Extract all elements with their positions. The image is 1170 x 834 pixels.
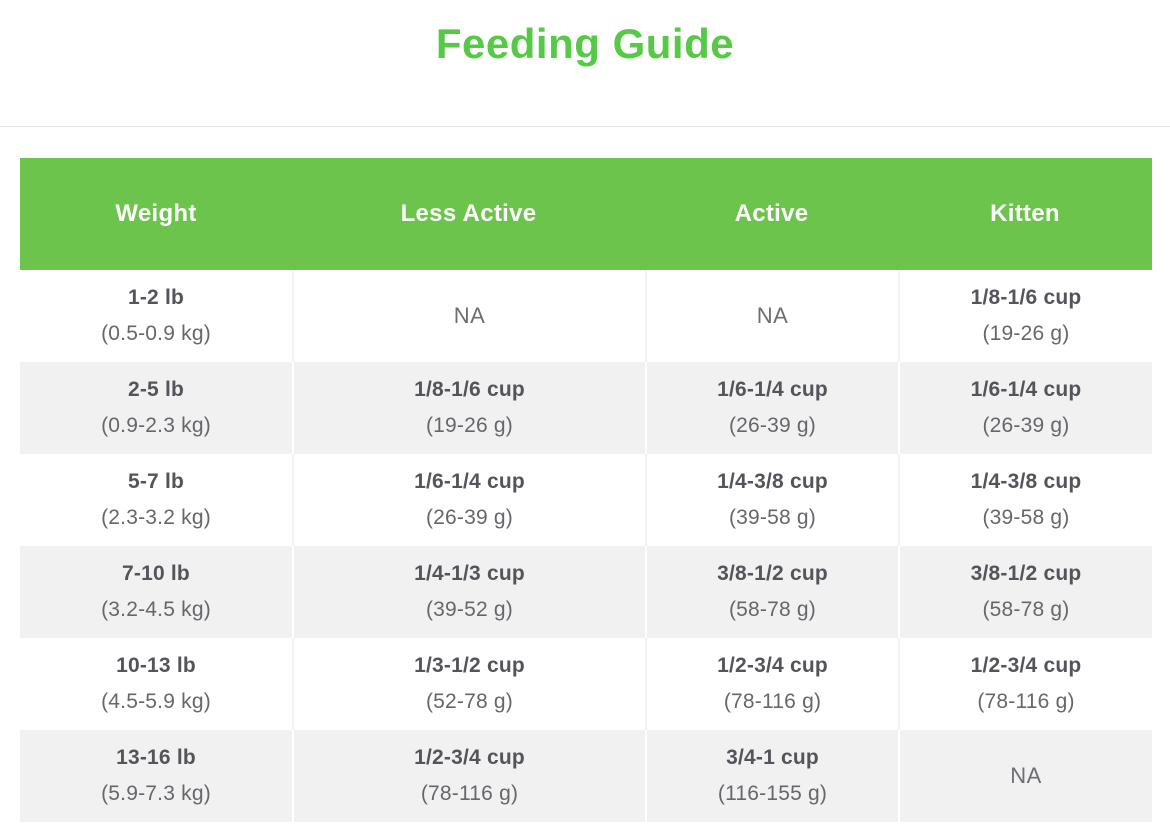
table-cell: 7-10 lb (3.2-4.5 kg) bbox=[20, 546, 292, 638]
cell-amount: 1/2-3/4 cup bbox=[717, 654, 828, 677]
cell-amount: 3/8-1/2 cup bbox=[970, 562, 1082, 585]
table-cell: 1/2-3/4 cup (78-116 g) bbox=[898, 638, 1152, 730]
cell-metric: (19-26 g) bbox=[425, 414, 513, 437]
table-cell: 3/8-1/2 cup (58-78 g) bbox=[898, 546, 1152, 638]
table-cell: 1-2 lb (0.5-0.9 kg) bbox=[20, 270, 292, 362]
table-cell: 13-16 lb (5.9-7.3 kg) bbox=[20, 730, 292, 822]
title-divider bbox=[0, 126, 1170, 127]
cell-metric: (2.3-3.2 kg) bbox=[101, 506, 211, 529]
table-cell: NA bbox=[645, 270, 898, 362]
table-cell: 2-5 lb (0.9-2.3 kg) bbox=[20, 362, 292, 454]
table-cell: 1/6-1/4 cup (26-39 g) bbox=[292, 454, 645, 546]
cell-metric: (116-155 g) bbox=[717, 782, 828, 805]
cell-metric: (39-58 g) bbox=[728, 506, 816, 529]
header-cell-less-active: Less Active bbox=[400, 200, 537, 227]
cell-amount: 1/8-1/6 cup bbox=[970, 286, 1082, 309]
table-row: 5-7 lb (2.3-3.2 kg) 1/6-1/4 cup (26-39 g) 1/… bbox=[20, 454, 1152, 546]
cell-metric: (0.9-2.3 kg) bbox=[101, 414, 211, 437]
cell-amount: 1/4-3/8 cup bbox=[717, 470, 828, 493]
cell-amount: 1/6-1/4 cup bbox=[414, 470, 525, 493]
table-row: 10-13 lb (4.5-5.9 kg) 1/3-1/2 cup (52-78 g)… bbox=[20, 638, 1152, 730]
cell-metric: (78-116 g) bbox=[723, 690, 822, 713]
table-cell: 3/8-1/2 cup (58-78 g) bbox=[645, 546, 898, 638]
table-cell: NA bbox=[898, 730, 1152, 822]
cell-amount: 5-7 lb bbox=[127, 470, 185, 493]
table-body: 1-2 lb (0.5-0.9 kg) NA NA 1/8-1/6 cup (19-26 … bbox=[20, 270, 1152, 822]
cell-amount: 1/8-1/6 cup bbox=[414, 378, 525, 401]
cell-amount: 2-5 lb bbox=[127, 378, 185, 401]
cell-metric: (78-116 g) bbox=[977, 690, 1075, 713]
cell-metric: (78-116 g) bbox=[420, 782, 519, 805]
cell-amount: 7-10 lb bbox=[122, 562, 190, 585]
cell-metric: (0.5-0.9 kg) bbox=[101, 322, 211, 345]
cell-metric: (58-78 g) bbox=[728, 598, 816, 621]
na-value: NA bbox=[756, 303, 789, 328]
table-row: 7-10 lb (3.2-4.5 kg) 1/4-1/3 cup (39-52 g) 3… bbox=[20, 546, 1152, 638]
table-cell: 1/2-3/4 cup (78-116 g) bbox=[645, 638, 898, 730]
cell-amount: 3/8-1/2 cup bbox=[717, 562, 828, 585]
cell-metric: (52-78 g) bbox=[425, 690, 513, 713]
na-value: NA bbox=[453, 303, 486, 328]
cell-metric: (19-26 g) bbox=[982, 322, 1070, 345]
header-cell-kitten: Kitten bbox=[990, 200, 1060, 227]
table-cell: 10-13 lb (4.5-5.9 kg) bbox=[20, 638, 292, 730]
table-row: 2-5 lb (0.9-2.3 kg) 1/8-1/6 cup (19-26 g) 1/… bbox=[20, 362, 1152, 454]
feeding-guide-table: Weight Less Active Active Kitten 1-2 lb (… bbox=[20, 158, 1152, 822]
cell-amount: 1/2-3/4 cup bbox=[414, 746, 525, 769]
cell-amount: 1-2 lb bbox=[127, 286, 185, 309]
table-cell: 1/8-1/6 cup (19-26 g) bbox=[292, 362, 645, 454]
table-row: 13-16 lb (5.9-7.3 kg) 1/2-3/4 cup (78-116 g… bbox=[20, 730, 1152, 822]
cell-metric: (39-58 g) bbox=[982, 506, 1070, 529]
table-cell: 1/6-1/4 cup (26-39 g) bbox=[898, 362, 1152, 454]
header-cell-weight: Weight bbox=[115, 200, 197, 227]
cell-amount: 1/3-1/2 cup bbox=[414, 654, 525, 677]
cell-metric: (26-39 g) bbox=[982, 414, 1070, 437]
cell-metric: (26-39 g) bbox=[425, 506, 513, 529]
table-header-row: Weight Less Active Active Kitten bbox=[20, 158, 1152, 270]
table-cell: 1/8-1/6 cup (19-26 g) bbox=[898, 270, 1152, 362]
table-cell: 1/2-3/4 cup (78-116 g) bbox=[292, 730, 645, 822]
cell-metric: (26-39 g) bbox=[728, 414, 816, 437]
cell-metric: (5.9-7.3 kg) bbox=[101, 782, 211, 805]
table-cell: 1/4-1/3 cup (39-52 g) bbox=[292, 546, 645, 638]
table-cell: 1/3-1/2 cup (52-78 g) bbox=[292, 638, 645, 730]
cell-amount: 1/4-3/8 cup bbox=[970, 470, 1082, 493]
table-cell: NA bbox=[292, 270, 645, 362]
table-cell: 1/4-3/8 cup (39-58 g) bbox=[898, 454, 1152, 546]
cell-amount: 1/2-3/4 cup bbox=[970, 654, 1082, 677]
cell-amount: 3/4-1 cup bbox=[726, 746, 819, 769]
page-title: Feeding Guide bbox=[435, 20, 735, 67]
cell-amount: 1/6-1/4 cup bbox=[970, 378, 1082, 401]
cell-amount: 10-13 lb bbox=[116, 654, 196, 677]
cell-metric: (39-52 g) bbox=[425, 598, 513, 621]
table-cell: 1/6-1/4 cup (26-39 g) bbox=[645, 362, 898, 454]
cell-amount: 1/6-1/4 cup bbox=[717, 378, 828, 401]
table-cell: 5-7 lb (2.3-3.2 kg) bbox=[20, 454, 292, 546]
cell-metric: (3.2-4.5 kg) bbox=[101, 598, 211, 621]
cell-metric: (4.5-5.9 kg) bbox=[101, 690, 211, 713]
header-cell-active: Active bbox=[734, 200, 809, 227]
cell-amount: 1/4-1/3 cup bbox=[414, 562, 525, 585]
table-row: 1-2 lb (0.5-0.9 kg) NA NA 1/8-1/6 cup (19-26 … bbox=[20, 270, 1152, 362]
table-cell: 1/4-3/8 cup (39-58 g) bbox=[645, 454, 898, 546]
cell-metric: (58-78 g) bbox=[982, 598, 1070, 621]
na-value: NA bbox=[1010, 763, 1042, 788]
cell-amount: 13-16 lb bbox=[116, 746, 196, 769]
table-cell: 3/4-1 cup (116-155 g) bbox=[645, 730, 898, 822]
